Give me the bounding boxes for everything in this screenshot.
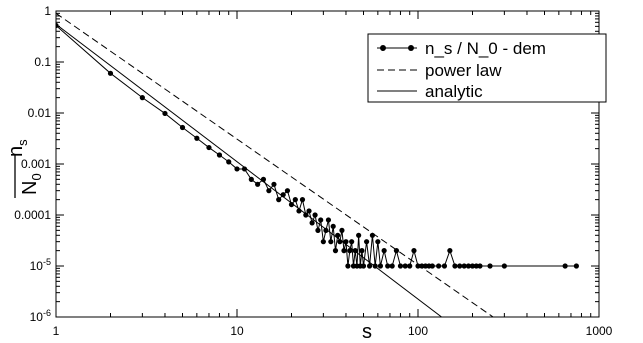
data-point [359, 248, 365, 254]
data-point [407, 263, 413, 269]
legend-entry-analytic: analytic [377, 82, 483, 101]
data-point [389, 263, 395, 269]
data-point [248, 176, 254, 182]
data-point [345, 263, 351, 269]
data-point [356, 232, 362, 238]
data-point [309, 220, 315, 226]
x-axis-label: s [362, 321, 372, 343]
data-point [375, 239, 381, 245]
data-point [162, 110, 168, 117]
x-tick-label: 1000 [586, 324, 613, 338]
data-point [179, 124, 186, 131]
data-point [271, 181, 277, 187]
data-point [255, 181, 261, 187]
data-point [473, 263, 479, 269]
data-point [325, 217, 332, 223]
y-tick-label: 10-6 [30, 308, 51, 324]
data-point [347, 248, 353, 254]
data-point [328, 239, 334, 245]
data-point [360, 263, 367, 269]
legend: n_s / N_0 - dem power law analytic [367, 33, 607, 103]
data-point [419, 263, 425, 269]
legend-entry-power-law: power law [377, 61, 502, 80]
y-tick-label: 0.001 [21, 157, 51, 171]
data-point [341, 248, 347, 254]
data-point [363, 239, 370, 245]
data-point [284, 188, 291, 194]
data-point [397, 263, 404, 269]
data-point [288, 201, 295, 208]
legend-label-analytic: analytic [425, 82, 483, 101]
data-point [315, 227, 321, 233]
data-point [320, 239, 326, 245]
y-tick-label: 0.1 [34, 55, 51, 69]
data-point [332, 248, 339, 254]
data-point [226, 159, 232, 165]
data-point [318, 217, 324, 223]
data-point [323, 227, 329, 233]
data-point [266, 188, 272, 194]
legend-label-power-law: power law [425, 61, 502, 80]
legend-entry-dem: n_s / N_0 - dem [377, 39, 546, 58]
y-axis-label-numerator: ns [5, 139, 30, 157]
data-point [452, 263, 458, 269]
y-axis-label-denominator: N0 [19, 173, 44, 195]
series-line-1 [56, 12, 494, 317]
data-point [411, 248, 417, 254]
data-point [415, 263, 421, 269]
data-point [487, 263, 493, 269]
data-point [457, 263, 463, 269]
data-point [349, 239, 355, 245]
axes-layer: 1 10 100 1000 1 0.1 0.01 0.001 0.0001 10-5 10-6 [14, 4, 612, 338]
data-point [465, 263, 472, 269]
data-point [206, 144, 212, 151]
y-axis-label: ns N0 [5, 139, 44, 198]
data-point [366, 263, 373, 269]
data-point [241, 166, 248, 172]
data-point [436, 263, 442, 269]
data-point [312, 212, 318, 218]
data-point [429, 263, 435, 269]
data-point [402, 263, 408, 269]
data-point [441, 263, 448, 269]
data-point [292, 197, 298, 203]
series-line-2 [56, 23, 442, 317]
legend-label-dem: n_s / N_0 - dem [425, 39, 546, 58]
data-point [107, 70, 114, 76]
data-point [469, 263, 476, 269]
data-point [216, 152, 223, 158]
y-tick-label: 10-5 [30, 257, 51, 273]
x-tick-label: 10 [230, 324, 244, 338]
data-point [194, 135, 200, 141]
data-point [461, 263, 467, 269]
data-point [276, 197, 282, 203]
data-point [381, 248, 387, 254]
y-tick-label: 1 [44, 4, 51, 18]
series-clip-group [56, 12, 579, 317]
data-point [339, 227, 345, 233]
data-point [299, 197, 306, 203]
data-point [562, 263, 568, 269]
data-point [501, 263, 507, 269]
data-point [477, 263, 483, 269]
data-point [234, 166, 240, 172]
data-point [330, 223, 336, 229]
data-point [385, 263, 391, 269]
data-point [139, 95, 145, 101]
legend-swatch-dem-marker-right [408, 45, 414, 51]
x-tick-label: 1 [53, 324, 60, 338]
y-tick-label: 0.0001 [14, 208, 51, 222]
data-point [377, 263, 384, 269]
data-point [306, 208, 312, 214]
data-point [573, 263, 579, 269]
x-tick-label: 100 [408, 324, 428, 338]
data-point [447, 248, 453, 254]
series-layer [56, 12, 579, 317]
y-tick-label: 0.01 [28, 106, 52, 120]
data-point [303, 212, 309, 218]
legend-swatch-dem-marker-left [380, 45, 386, 51]
